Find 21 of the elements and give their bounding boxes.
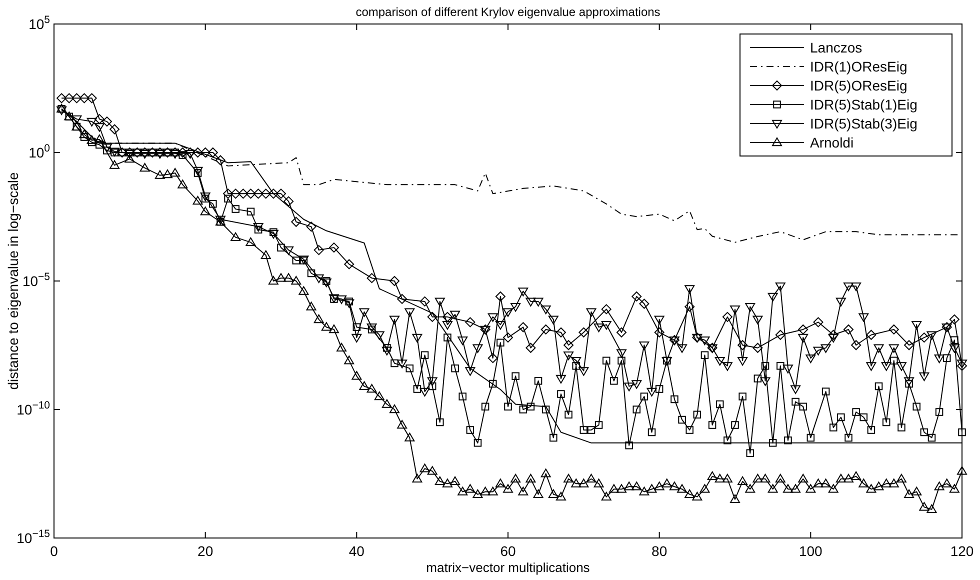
x-tick-label: 0 — [50, 543, 58, 559]
y-tick-label: 10$^{0}$ — [28, 142, 50, 160]
x-tick-label: 120 — [950, 543, 974, 559]
legend-label: IDR(5)Stab(1)Eig — [810, 96, 918, 112]
legend-label: IDR(1)OResEig — [810, 58, 908, 74]
x-tick-label: 20 — [198, 543, 214, 559]
x-tick-label: 80 — [652, 543, 668, 559]
x-tick-label: 40 — [348, 543, 365, 559]
x-tick-label: 100 — [798, 543, 823, 559]
legend-label: IDR(5)OResEig — [810, 78, 908, 94]
x-axis-title: matrix−vector multiplications — [426, 560, 590, 575]
legend-label: Lanczos — [810, 40, 862, 56]
y-axis-title: distance to eigenvalue in log−scale — [5, 172, 21, 390]
legend-label: Arnoldi — [810, 134, 854, 150]
y-tick-label: 10$^{−10}$ — [16, 400, 50, 418]
y-tick-label: 10$^{−15}$ — [16, 528, 50, 546]
chart-title: comparison of different Krylov eigenvalue approximations — [356, 5, 660, 19]
y-tick-label: 10$^{−5}$ — [22, 271, 50, 289]
legend-label: IDR(5)Stab(3)Eig — [810, 116, 918, 132]
x-tick-label: 60 — [500, 543, 516, 559]
y-tick-label: 10$^{5}$ — [28, 14, 50, 32]
